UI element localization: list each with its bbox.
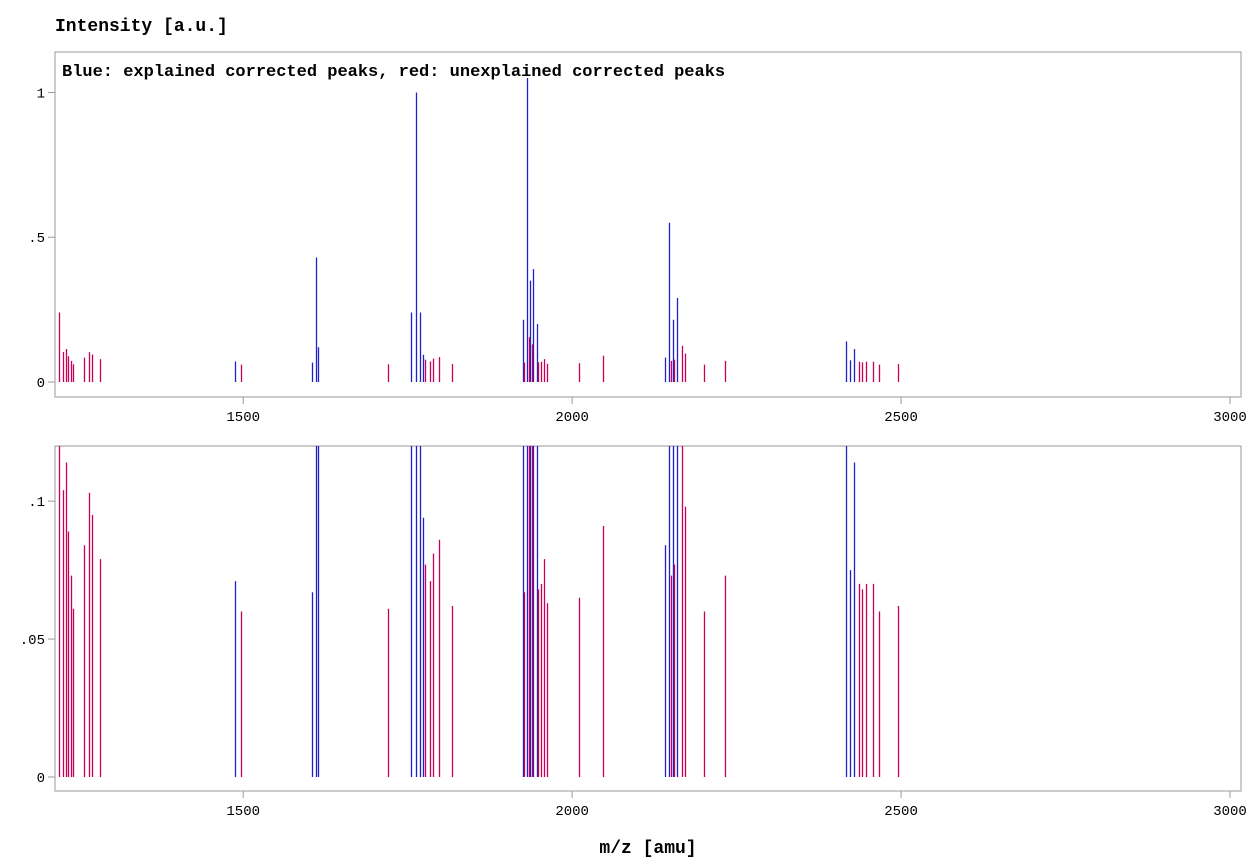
bottom-x-tick-label: 2500 — [884, 804, 918, 820]
bottom-x-tick-label: 1500 — [226, 804, 260, 820]
bottom-y-tick-label: 0 — [37, 771, 45, 787]
top-y-tick-label: 1 — [37, 86, 45, 102]
top-x-tick-label: 2000 — [555, 410, 589, 426]
x-axis-label: m/z [amu] — [599, 839, 696, 859]
bottom-y-tick-label: .1 — [28, 495, 45, 511]
bottom-x-tick-label: 3000 — [1213, 804, 1247, 820]
top-x-tick-label: 1500 — [226, 410, 260, 426]
y-axis-label: Intensity [a.u.] — [55, 17, 228, 37]
top-x-tick-label: 3000 — [1213, 410, 1247, 426]
top-panel: Blue: explained corrected peaks, red: un… — [28, 51, 1247, 426]
bottom-x-tick-label: 2000 — [555, 804, 589, 820]
bottom-panel: 0 .05 .1 1500 2000 2500 3000 — [20, 445, 1247, 820]
top-y-tick-label: .5 — [28, 231, 45, 247]
top-x-tick-label: 2500 — [884, 410, 918, 426]
bottom-y-tick-label: .05 — [20, 633, 45, 649]
bottom-plot-frame — [54, 445, 1242, 792]
chart-annotation: Blue: explained corrected peaks, red: un… — [62, 63, 725, 82]
top-plot-frame — [54, 51, 1242, 398]
top-y-tick-label: 0 — [37, 376, 45, 392]
